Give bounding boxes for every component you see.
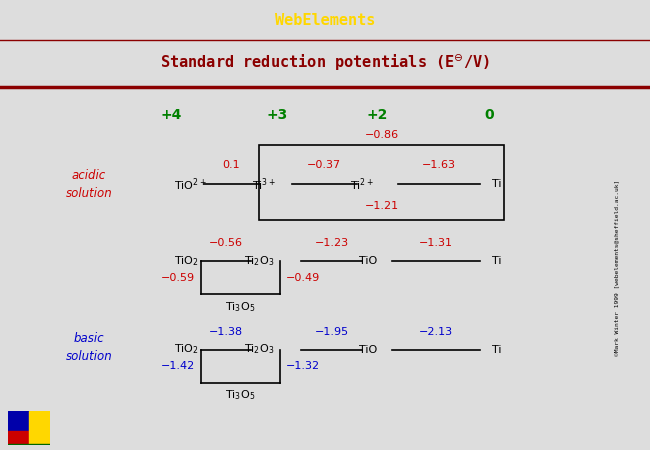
Text: −1.21: −1.21 [365, 201, 398, 211]
Text: +2: +2 [367, 108, 388, 122]
Text: −2.13: −2.13 [419, 327, 453, 338]
Text: −1.31: −1.31 [419, 238, 453, 248]
Text: −0.56: −0.56 [209, 238, 242, 248]
Text: Ti$_3$O$_5$: Ti$_3$O$_5$ [225, 300, 255, 314]
Text: WebElements: WebElements [275, 13, 375, 28]
Text: solution: solution [66, 187, 112, 200]
Text: Ti$^{2+}$: Ti$^{2+}$ [350, 176, 374, 193]
Text: −1.23: −1.23 [315, 238, 348, 248]
Text: +3: +3 [266, 108, 288, 122]
Bar [29, 411, 50, 445]
Text: Ti: Ti [492, 179, 501, 189]
Text: 0: 0 [484, 108, 494, 122]
Text: −1.32: −1.32 [286, 361, 320, 371]
Text: Ti: Ti [492, 345, 501, 355]
Text: −1.42: −1.42 [161, 361, 195, 371]
Text: −0.86: −0.86 [365, 130, 398, 140]
Bar [8, 431, 29, 445]
Text: −0.49: −0.49 [286, 273, 320, 283]
Text: −1.95: −1.95 [315, 327, 348, 338]
Bar [259, 145, 504, 220]
Text: acidic: acidic [72, 169, 106, 182]
Text: +4: +4 [161, 108, 182, 122]
Text: 0.1: 0.1 [223, 160, 240, 170]
Text: −0.59: −0.59 [161, 273, 195, 283]
Text: TiO: TiO [359, 345, 377, 355]
Text: −1.38: −1.38 [209, 327, 242, 338]
Text: TiO$^{2+}$: TiO$^{2+}$ [174, 176, 207, 193]
Text: basic: basic [73, 333, 104, 345]
Text: Ti$^{3+}$: Ti$^{3+}$ [252, 176, 276, 193]
Text: TiO: TiO [359, 256, 377, 266]
Text: TiO$_2$: TiO$_2$ [174, 254, 199, 268]
Bar [8, 444, 50, 447]
Text: Standard reduction potentials (E$^{\ominus}$/V): Standard reduction potentials (E$^{\omin… [160, 52, 490, 72]
Text: TiO$_2$: TiO$_2$ [174, 342, 199, 356]
Text: solution: solution [66, 350, 112, 363]
Text: Ti$_2$O$_3$: Ti$_2$O$_3$ [244, 342, 274, 356]
Text: Ti$_2$O$_3$: Ti$_2$O$_3$ [244, 254, 274, 268]
Text: Ti: Ti [492, 256, 501, 266]
Text: Ti$_3$O$_5$: Ti$_3$O$_5$ [225, 389, 255, 402]
Text: −1.63: −1.63 [422, 160, 456, 170]
Bar [8, 411, 29, 431]
Text: −0.37: −0.37 [307, 160, 341, 170]
Text: ©Mark Winter 1999 [webelements@sheffield.ac.uk]: ©Mark Winter 1999 [webelements@sheffield… [614, 180, 619, 356]
